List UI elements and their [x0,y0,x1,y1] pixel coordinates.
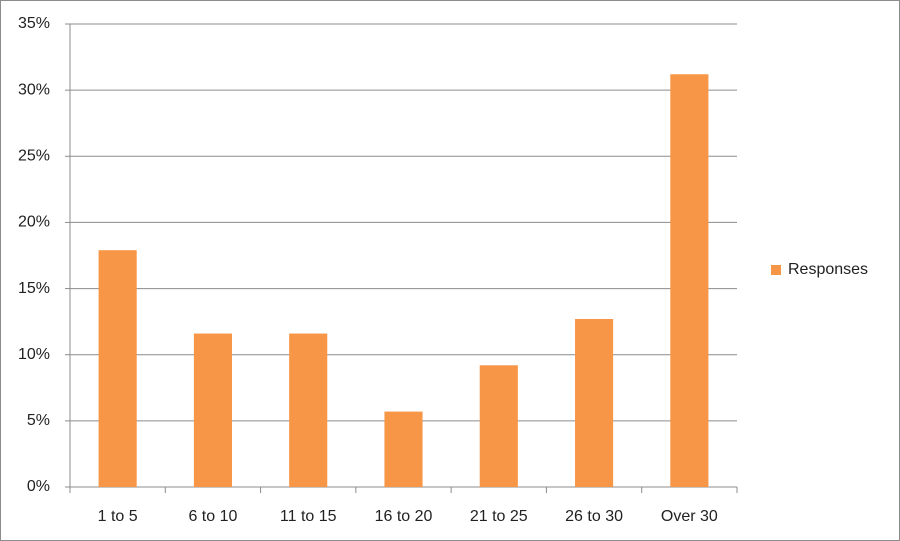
y-tick-label: 30% [18,81,50,98]
bar [479,365,518,487]
y-tick-label: 10% [18,346,50,363]
x-tick-label: 1 to 5 [98,508,138,525]
bar [193,333,232,487]
y-tick-label: 0% [27,478,50,495]
legend-swatch [771,265,781,275]
y-tick-label: 5% [27,412,50,429]
x-tick-label: 21 to 25 [470,508,528,525]
bar [98,250,137,487]
y-tick-label: 25% [18,148,50,165]
legend-label: Responses [788,261,868,278]
bar [575,318,614,487]
x-tick-label: 6 to 10 [188,508,237,525]
y-tick-label: 20% [18,214,50,231]
y-tick-label: 35% [18,15,50,32]
x-tick-label: 11 to 15 [280,508,337,525]
bar [670,74,709,488]
y-tick-label: 15% [18,280,50,297]
x-tick-label: Over 30 [661,508,718,525]
x-tick-label: 26 to 30 [565,508,623,525]
bar [384,411,423,487]
bar [289,333,328,487]
x-tick-label: 16 to 20 [375,508,433,525]
